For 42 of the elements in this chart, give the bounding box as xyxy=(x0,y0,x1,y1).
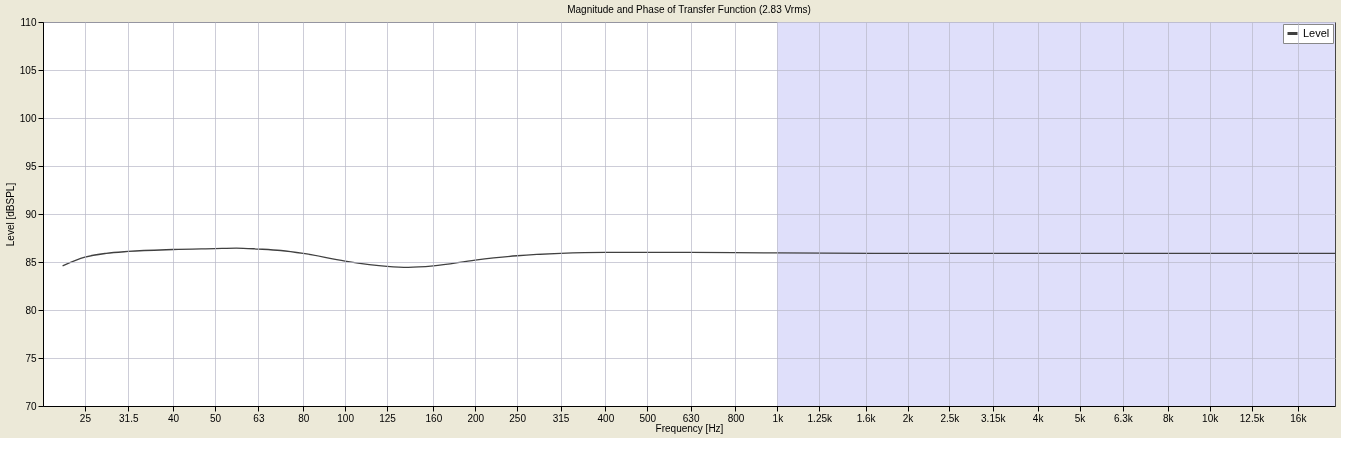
x-tick-label: 125 xyxy=(379,412,397,424)
chart-title: Magnitude and Phase of Transfer Function (2.83 Vrms) xyxy=(567,4,811,15)
y-tick-label: 100 xyxy=(19,112,37,124)
x-tick-label: 12.5k xyxy=(1239,412,1266,424)
x-tick-label: 315 xyxy=(552,412,570,424)
x-tick-label: 10k xyxy=(1202,412,1220,424)
x-tick-label: 16k xyxy=(1290,412,1308,424)
x-tick-label: 630 xyxy=(682,412,700,424)
x-tick-label: 80 xyxy=(298,412,310,424)
x-tick-label: 31.5 xyxy=(119,412,139,424)
x-tick-label: 200 xyxy=(467,412,485,424)
x-tick-label: 400 xyxy=(597,412,615,424)
y-tick-label: 70 xyxy=(25,400,37,412)
x-tick-label: 63 xyxy=(253,412,265,424)
x-tick-label: 6.3k xyxy=(1113,412,1134,424)
x-tick-label: 25 xyxy=(79,412,92,424)
x-tick-label: 40 xyxy=(168,412,180,424)
x-tick-label: 4k xyxy=(1032,412,1045,424)
x-tick-label: 5k xyxy=(1074,412,1087,424)
y-tick-label: 80 xyxy=(25,304,37,316)
y-tick-label: 90 xyxy=(25,208,37,220)
x-tick-label: 2k xyxy=(902,412,915,424)
x-axis-title: Frequency [Hz] xyxy=(655,422,724,434)
y-tick-label: 105 xyxy=(19,64,37,76)
x-tick-label: 160 xyxy=(425,412,443,424)
x-tick-label: 8k xyxy=(1162,412,1175,424)
legend-label: Level xyxy=(1303,26,1330,39)
x-tick-label: 800 xyxy=(727,412,745,424)
x-tick-label: 250 xyxy=(509,412,527,424)
x-tick-label: 1.25k xyxy=(807,412,833,424)
x-tick-label: 1.6k xyxy=(856,412,877,424)
y-tick-label: 95 xyxy=(25,160,37,172)
x-tick-label: 100 xyxy=(337,412,355,424)
y-axis-title: Level [dBSPL] xyxy=(4,182,16,247)
y-tick-label: 110 xyxy=(20,16,37,28)
x-tick-label: 3.15k xyxy=(981,412,1007,424)
y-tick-label: 75 xyxy=(25,352,37,364)
x-tick-label: 50 xyxy=(209,412,222,424)
x-tick-label: 1k xyxy=(772,412,785,424)
x-tick-label: 2.5k xyxy=(940,412,961,424)
y-tick-label: 85 xyxy=(25,256,37,268)
x-tick-label: 500 xyxy=(639,412,657,424)
